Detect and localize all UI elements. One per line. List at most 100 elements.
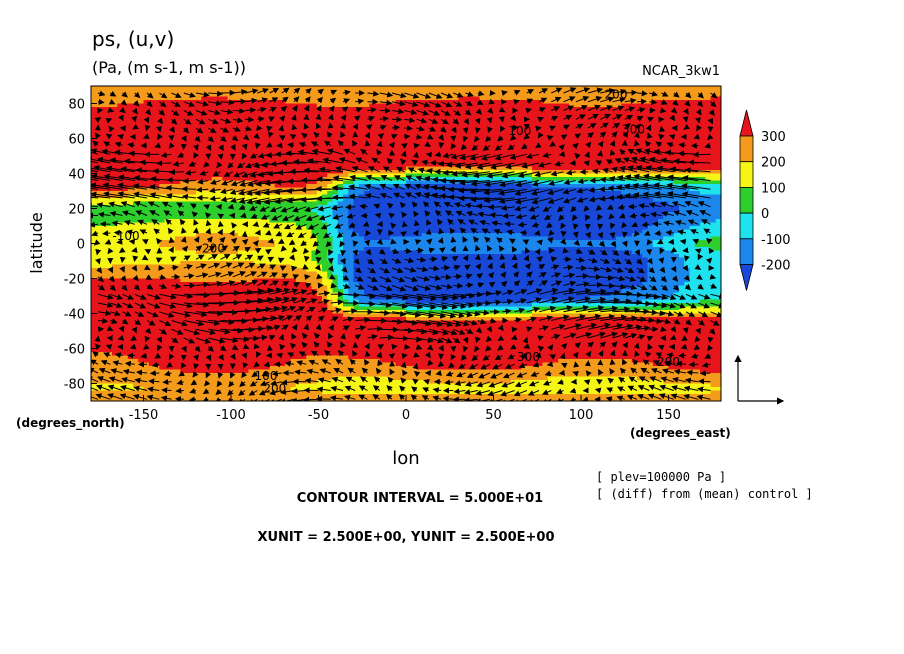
field-cell — [484, 219, 491, 224]
field-cell — [400, 149, 407, 154]
field-cell — [642, 124, 649, 129]
field-cell — [705, 114, 712, 119]
field-cell — [694, 166, 701, 171]
field-cell — [222, 159, 229, 164]
field-cell — [469, 166, 475, 171]
field-cell — [196, 145, 202, 150]
field-cell — [495, 163, 502, 168]
field-cell — [106, 226, 113, 231]
field-cell — [652, 114, 659, 119]
field-cell — [201, 194, 208, 199]
field-cell — [668, 86, 675, 91]
field-cell — [453, 219, 460, 224]
field-cell — [563, 93, 570, 98]
field-cell — [700, 187, 706, 192]
field-cell — [133, 117, 139, 122]
field-cell — [406, 208, 412, 213]
field-cell — [196, 93, 202, 98]
field-cell — [705, 131, 712, 136]
field-cell — [421, 145, 428, 150]
field-cell — [248, 177, 255, 182]
field-cell — [532, 226, 538, 231]
field-cell — [621, 145, 628, 150]
field-cell — [542, 117, 549, 122]
field-cell — [385, 128, 391, 133]
field-cell — [358, 226, 365, 231]
field-cell — [332, 152, 339, 157]
field-cell — [673, 166, 680, 171]
field-cell — [169, 93, 176, 98]
field-cell — [185, 219, 192, 224]
field-cell — [568, 152, 575, 157]
field-cell — [621, 180, 628, 185]
field-cell — [574, 219, 580, 224]
field-cell — [479, 124, 486, 129]
field-cell — [553, 219, 559, 224]
field-cell — [353, 191, 360, 196]
field-cell — [348, 152, 355, 157]
field-cell — [306, 149, 313, 154]
field-cell — [684, 107, 691, 112]
field-cell — [159, 198, 166, 203]
field-cell — [159, 131, 166, 136]
field-cell — [427, 163, 433, 168]
field-cell — [358, 131, 365, 136]
field-cell — [133, 145, 139, 150]
field-cell — [164, 131, 171, 136]
field-cell — [416, 187, 423, 192]
field-cell — [584, 212, 591, 217]
field-cell — [222, 110, 229, 115]
field-cell — [385, 180, 391, 185]
field-cell — [411, 142, 418, 147]
field-cell — [610, 117, 617, 122]
field-cell — [311, 194, 318, 199]
field-cell — [379, 121, 386, 126]
field-cell — [311, 173, 318, 178]
field-cell — [547, 107, 554, 112]
field-cell — [101, 205, 108, 210]
field-cell — [479, 215, 486, 220]
field-cell — [201, 138, 208, 143]
field-cell — [537, 86, 544, 91]
field-cell — [285, 159, 292, 164]
field-cell — [190, 198, 197, 203]
field-cell — [122, 107, 129, 112]
field-cell — [101, 89, 108, 94]
field-cell — [211, 205, 218, 210]
field-cell — [274, 229, 281, 234]
field-cell — [269, 103, 276, 108]
field-cell — [511, 173, 517, 178]
field-cell — [679, 131, 685, 136]
field-cell — [710, 187, 717, 192]
field-cell — [500, 96, 507, 101]
field-cell — [311, 124, 318, 129]
field-cell — [206, 152, 213, 157]
field-cell — [217, 159, 223, 164]
field-cell — [196, 96, 202, 101]
field-cell — [406, 215, 412, 220]
field-cell — [463, 107, 470, 112]
field-cell — [112, 138, 118, 143]
field-cell — [96, 170, 103, 175]
field-cell — [537, 131, 544, 136]
field-cell — [196, 201, 202, 206]
field-cell — [400, 226, 407, 231]
field-cell — [243, 138, 250, 143]
field-cell — [532, 142, 538, 147]
field-cell — [264, 96, 271, 101]
field-cell — [337, 145, 344, 150]
field-cell — [652, 156, 659, 161]
field-cell — [185, 114, 192, 119]
field-cell — [332, 156, 339, 161]
field-cell — [490, 138, 496, 143]
field-cell — [542, 100, 549, 105]
field-cell — [679, 226, 685, 231]
field-cell — [453, 96, 460, 101]
field-cell — [106, 128, 113, 133]
field-cell — [227, 96, 234, 101]
field-cell — [526, 159, 533, 164]
field-cell — [579, 194, 586, 199]
field-cell — [259, 205, 265, 210]
field-cell — [532, 166, 538, 171]
field-cell — [400, 135, 407, 140]
